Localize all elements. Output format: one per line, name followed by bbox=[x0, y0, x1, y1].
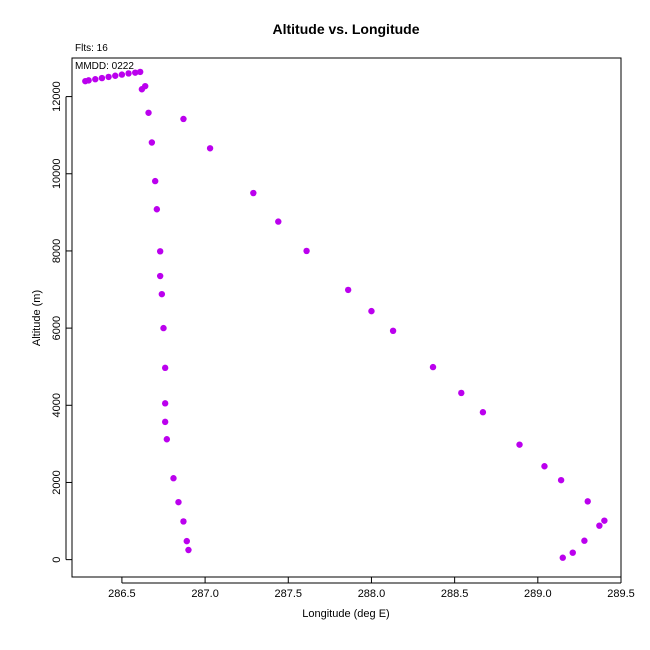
annotation-date: MMDD: 0222 bbox=[75, 61, 134, 72]
data-point bbox=[180, 115, 187, 123]
x-tick-label: 287.0 bbox=[191, 588, 219, 600]
y-axis: 0 2000 4000 6000 8000 10000 12000 bbox=[51, 81, 72, 563]
annotation-flights: Flts: 16 bbox=[75, 43, 108, 54]
data-point bbox=[479, 409, 487, 416]
y-tick-label: 10000 bbox=[51, 158, 63, 189]
data-point bbox=[250, 189, 257, 197]
data-point bbox=[389, 327, 397, 335]
data-point bbox=[175, 498, 182, 506]
data-point bbox=[161, 364, 169, 372]
data-point bbox=[153, 206, 161, 213]
x-tick-label: 288.5 bbox=[441, 588, 469, 600]
x-tick-label: 289.5 bbox=[607, 588, 635, 600]
data-point bbox=[180, 518, 187, 525]
x-axis-label: Longitude (deg E) bbox=[302, 608, 389, 620]
x-axis: 286.5 287.0 287.5 288.0 288.5 289.0 289.5 bbox=[108, 577, 635, 600]
data-point bbox=[557, 476, 565, 484]
y-tick-label: 4000 bbox=[51, 393, 63, 417]
data-point bbox=[98, 74, 106, 82]
data-point bbox=[137, 68, 144, 76]
data-point bbox=[156, 248, 164, 255]
data-point bbox=[145, 109, 152, 116]
y-tick-label: 2000 bbox=[51, 470, 63, 494]
y-tick-label: 12000 bbox=[51, 81, 63, 112]
data-point bbox=[160, 324, 167, 332]
data-point bbox=[163, 436, 171, 443]
data-point bbox=[151, 177, 159, 185]
data-point bbox=[596, 522, 603, 529]
data-point bbox=[118, 71, 126, 78]
data-point bbox=[132, 69, 139, 76]
y-tick-label: 6000 bbox=[51, 316, 63, 340]
x-tick-label: 287.5 bbox=[275, 588, 303, 600]
data-point bbox=[344, 286, 352, 294]
data-point bbox=[92, 76, 99, 83]
data-point bbox=[303, 247, 310, 255]
chart-title: Altitude vs. Longitude bbox=[273, 21, 420, 37]
data-point bbox=[275, 218, 282, 225]
data-point bbox=[569, 549, 576, 556]
data-point bbox=[183, 537, 190, 545]
data-point bbox=[161, 418, 169, 426]
data-point bbox=[142, 82, 149, 90]
data-points bbox=[82, 68, 608, 561]
y-tick-label: 8000 bbox=[51, 239, 63, 263]
data-point bbox=[206, 145, 214, 152]
data-point bbox=[161, 400, 169, 407]
data-point bbox=[105, 73, 112, 81]
data-point bbox=[368, 307, 375, 315]
data-point bbox=[429, 363, 437, 371]
x-tick-label: 286.5 bbox=[108, 588, 136, 600]
x-tick-label: 289.0 bbox=[524, 588, 552, 600]
data-point bbox=[581, 537, 588, 544]
data-point bbox=[559, 554, 566, 561]
plot-frame bbox=[71, 57, 622, 578]
data-point bbox=[148, 139, 156, 146]
data-point bbox=[516, 441, 523, 448]
data-point bbox=[584, 498, 591, 505]
data-point bbox=[156, 272, 164, 280]
y-tick-label: 0 bbox=[51, 557, 63, 563]
data-point bbox=[158, 290, 166, 298]
data-point bbox=[170, 475, 177, 482]
data-point bbox=[125, 70, 132, 77]
x-tick-label: 288.0 bbox=[358, 588, 386, 600]
data-point bbox=[458, 389, 465, 397]
data-point bbox=[85, 77, 92, 84]
y-axis-label: Altitude (m) bbox=[31, 290, 43, 346]
data-point bbox=[541, 463, 548, 470]
data-point bbox=[112, 72, 119, 79]
data-point bbox=[185, 546, 192, 554]
data-point bbox=[601, 517, 608, 524]
